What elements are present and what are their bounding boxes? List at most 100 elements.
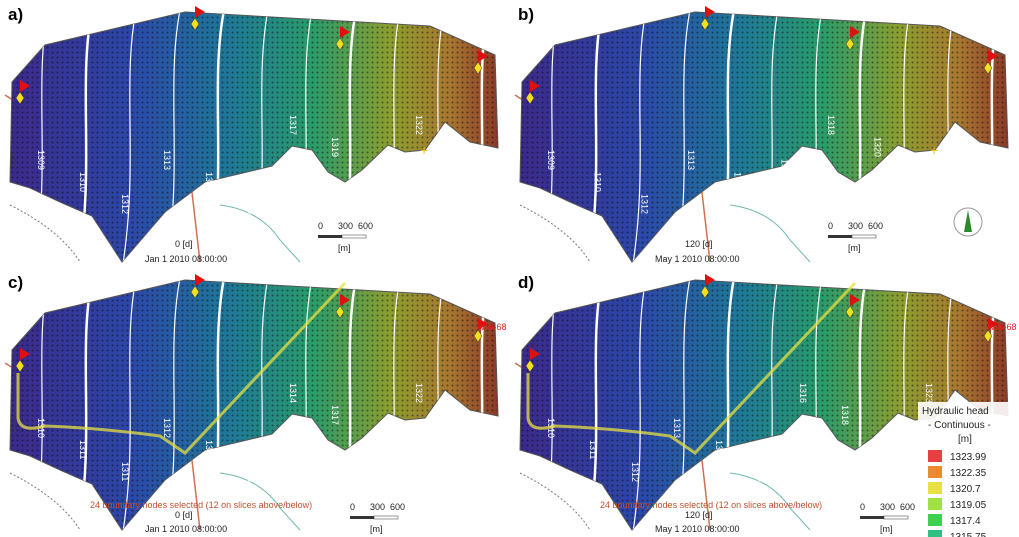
legend-value: 1315.75 xyxy=(950,532,987,537)
legend-swatch xyxy=(928,466,942,478)
contour-label: 1312 xyxy=(639,194,649,214)
legend-swatch xyxy=(928,498,942,510)
contour-label: 1318 xyxy=(840,405,850,425)
contour-label: 1313 xyxy=(246,462,256,482)
mesh xyxy=(10,12,498,262)
contour-label: 1313 xyxy=(672,418,682,438)
time-label: 0 [d] xyxy=(175,510,193,520)
contour-label: 1318 xyxy=(826,115,836,135)
map-panel: 1309131013121313131413151317131913211322… xyxy=(5,0,498,270)
scale-label: 600 xyxy=(390,502,405,512)
well-label: well-68 xyxy=(987,322,1017,332)
contour-label: 1316 xyxy=(779,159,789,179)
contour-label: 1316 xyxy=(798,383,808,403)
scale-label: 600 xyxy=(358,221,373,231)
river xyxy=(10,473,80,530)
river xyxy=(520,473,590,530)
scale-unit: [m] xyxy=(880,524,893,534)
scale-label: 0 xyxy=(828,221,833,231)
contour-label: 1322 xyxy=(919,159,929,179)
time-label: 120 [d] xyxy=(685,239,713,249)
contour-label: 1319 xyxy=(330,137,340,157)
scale-bar xyxy=(318,235,342,238)
scale-bar xyxy=(350,516,374,519)
contour-label: 1311 xyxy=(588,440,598,459)
panel-label: c) xyxy=(8,273,23,292)
contour-label: 1312 xyxy=(204,440,214,460)
contour-label: 1313 xyxy=(686,150,696,170)
contour-label: 1309 xyxy=(546,150,556,170)
legend-value: 1322.35 xyxy=(950,468,987,479)
selection-note: 24 boundary nodes selected (12 on slices… xyxy=(600,500,822,510)
contour-label: 1315 xyxy=(246,194,256,214)
contour-label: 1314 xyxy=(714,440,724,460)
panel-label: a) xyxy=(8,5,23,24)
legend-value: 1319.05 xyxy=(950,500,987,511)
legend-subtitle: - Continuous - xyxy=(928,420,991,431)
contour-label: 1323 xyxy=(924,383,934,403)
contour-label: 1317 xyxy=(330,405,340,425)
marker: + xyxy=(930,142,938,158)
scale-label: 300 xyxy=(880,502,895,512)
well-label: well-68 xyxy=(477,322,507,332)
contour-label: 1315 xyxy=(756,462,766,482)
scale-bar xyxy=(884,516,908,519)
contour-label: 1314 xyxy=(288,383,298,403)
scale-unit: [m] xyxy=(370,524,383,534)
legend-value: 1323.99 xyxy=(950,452,987,463)
river xyxy=(10,205,80,262)
date-label: Jan 1 2010 08:00:00 xyxy=(145,524,227,534)
date-label: Jan 1 2010 08:00:00 xyxy=(145,254,227,264)
scale-bar xyxy=(342,235,366,238)
contour-label: 1320 xyxy=(873,137,883,157)
contour-label: 1310 xyxy=(593,172,603,192)
stream xyxy=(730,205,810,262)
scale-label: 600 xyxy=(900,502,915,512)
stream xyxy=(220,205,300,262)
scale-unit: [m] xyxy=(848,243,861,253)
map-panel: 1310131113111312131213131314131713201322… xyxy=(5,268,507,537)
contour-label: 1309 xyxy=(36,150,46,170)
panel-label: b) xyxy=(518,5,534,24)
figure: 1309 1310 1312 1313 1314 1315 1317 1319 1321 1322… xyxy=(0,0,1019,537)
contour-label: 1310 xyxy=(78,172,88,192)
selection-note: 24 boundary nodes selected (12 on slices… xyxy=(90,500,312,510)
scale-unit: [m] xyxy=(338,243,351,253)
time-label: 120 [d] xyxy=(685,510,713,520)
scale-label: 600 xyxy=(868,221,883,231)
legend-swatch xyxy=(928,450,942,462)
scale-label: 300 xyxy=(338,221,353,231)
contour-label: 1322 xyxy=(414,115,424,135)
time-label: 0 [d] xyxy=(175,239,193,249)
legend-title: Hydraulic head xyxy=(922,406,989,417)
panel-label: d) xyxy=(518,273,534,292)
contour-label: 1312 xyxy=(162,418,172,438)
mesh xyxy=(520,12,1008,262)
map-panel: 1309 1310 1312 1313 1314 1316 1318 1320 1322+ b) 0… xyxy=(515,0,1008,270)
scale-label: 0 xyxy=(350,502,355,512)
river xyxy=(520,205,590,262)
contour-label: 1312 xyxy=(120,194,130,214)
legend-value: 1317.4 xyxy=(950,516,981,527)
contour-label: 1311 xyxy=(78,440,88,459)
legend-value: 1320.7 xyxy=(950,484,981,495)
scale-label: 300 xyxy=(848,221,863,231)
contour-label: 1312 xyxy=(630,462,640,482)
contour-label: 1314 xyxy=(733,172,743,192)
legend-swatch xyxy=(928,482,942,494)
scale-bar xyxy=(374,516,398,519)
date-label: May 1 2010 08:00:00 xyxy=(655,254,740,264)
scale-label: 0 xyxy=(318,221,323,231)
contour-label: 1313 xyxy=(162,150,172,170)
legend: Hydraulic head- Continuous -[m]1323.9913… xyxy=(918,402,1019,537)
legend-swatch xyxy=(928,514,942,526)
scale-label: 0 xyxy=(860,502,865,512)
marker: + xyxy=(420,142,428,158)
contour-label: 1311 xyxy=(120,462,130,481)
scale-bar xyxy=(860,516,884,519)
date-label: May 1 2010 08:00:00 xyxy=(655,524,740,534)
mesh xyxy=(10,280,498,530)
contour-label: 1320 xyxy=(372,427,382,447)
contour-label: 1321 xyxy=(882,427,892,447)
contour-label: 1317 xyxy=(288,115,298,135)
